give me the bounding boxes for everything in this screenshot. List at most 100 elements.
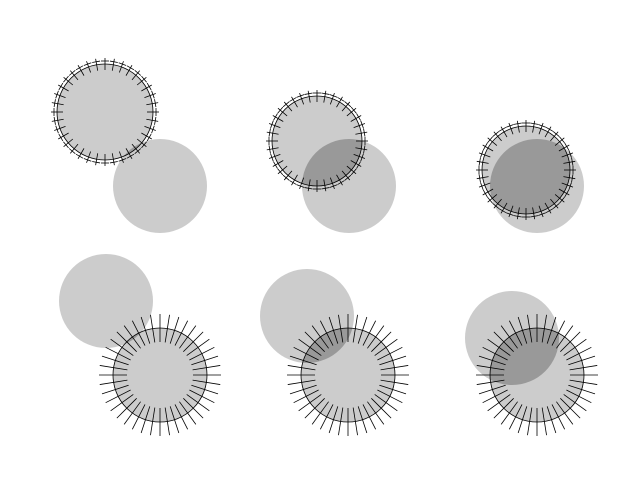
normal-tick	[186, 394, 210, 412]
normal-tick	[287, 365, 316, 371]
normal-tick	[125, 148, 133, 159]
normal-tick	[51, 102, 64, 106]
tangent-tick	[568, 182, 572, 190]
tangent-tick	[268, 128, 271, 137]
normal-tick	[99, 379, 128, 385]
normal-tick	[558, 144, 570, 152]
normal-tick	[51, 118, 64, 122]
tangent-tick	[146, 82, 152, 91]
tangent-tick	[498, 126, 507, 132]
normal-tick	[99, 365, 128, 371]
normal-tick	[566, 346, 592, 361]
normal-tick	[289, 355, 317, 366]
tangent-tick	[559, 196, 565, 204]
tangent-tick	[552, 131, 560, 137]
normal-tick	[482, 389, 508, 404]
normal-tick	[527, 407, 533, 436]
normal-tick	[482, 144, 494, 152]
normal-tick	[183, 331, 204, 352]
normal-tick	[277, 107, 288, 117]
tangent-tick	[63, 75, 69, 83]
normal-tick	[476, 160, 489, 164]
normal-tick	[287, 379, 316, 385]
normal-tick	[558, 188, 570, 196]
normal-tick	[329, 177, 335, 190]
normal-tick	[482, 346, 508, 361]
normal-tick	[311, 325, 329, 349]
normal-tick	[561, 152, 574, 158]
tangent-tick	[321, 92, 330, 95]
normal-tick	[298, 338, 322, 356]
normal-tick	[516, 207, 520, 220]
normal-tick	[116, 331, 137, 352]
normal-tick	[164, 314, 170, 343]
tangent-tick	[571, 174, 574, 183]
normal-tick	[328, 316, 339, 344]
normal-tick	[532, 207, 536, 220]
panel-top-middle	[266, 90, 396, 233]
normal-tick	[192, 365, 221, 371]
normal-tick	[191, 384, 219, 395]
normal-tick	[141, 132, 152, 140]
tangent-tick	[482, 189, 488, 198]
tangent-tick	[126, 65, 135, 71]
normal-tick	[367, 401, 385, 425]
tangent-tick	[75, 65, 84, 71]
normal-tick	[568, 355, 596, 366]
normal-tick	[140, 406, 151, 434]
normal-tick	[380, 379, 409, 385]
tangent-tick	[154, 116, 157, 125]
tangent-tick	[571, 157, 574, 166]
tangent-tick	[109, 161, 118, 164]
normal-tick	[131, 404, 146, 430]
normal-tick	[508, 122, 514, 135]
normal-tick	[355, 131, 368, 135]
normal-tick	[517, 316, 528, 344]
tangent-tick	[344, 101, 352, 108]
normal-tick	[541, 407, 547, 436]
normal-tick	[353, 123, 366, 129]
normal-tick	[566, 389, 592, 404]
normal-tick	[183, 398, 204, 419]
normal-tick	[527, 314, 533, 343]
tangent-tick	[482, 142, 488, 151]
normal-tick	[500, 202, 508, 214]
normal-tick	[329, 92, 335, 105]
normal-tick	[86, 151, 92, 163]
tangent-tick	[68, 70, 76, 76]
normal-tick	[374, 394, 398, 412]
tangent-tick	[545, 126, 554, 132]
normal-tick	[476, 379, 505, 385]
panel-bottom-left	[59, 254, 221, 436]
tangent-tick	[487, 196, 493, 204]
normal-tick	[266, 131, 279, 135]
panel-bottom-right	[465, 291, 598, 436]
normal-tick	[174, 404, 189, 430]
normal-tick	[328, 406, 339, 434]
normal-tick	[350, 160, 362, 167]
normal-tick	[563, 338, 587, 356]
normal-tick	[487, 137, 498, 146]
normal-tick	[86, 61, 92, 73]
tangent-tick	[360, 120, 364, 129]
normal-tick	[63, 76, 74, 86]
normal-tick	[58, 132, 69, 140]
tangent-tick	[344, 174, 352, 181]
tangent-tick	[337, 97, 345, 102]
normal-tick	[304, 398, 325, 419]
normal-tick	[77, 148, 85, 159]
normal-tick	[299, 177, 305, 190]
tangent-tick	[151, 125, 155, 134]
normal-tick	[544, 202, 552, 214]
normal-tick	[341, 170, 351, 181]
normal-tick	[476, 365, 505, 371]
tangent-tick	[134, 148, 142, 154]
normal-tick	[140, 316, 151, 344]
normal-tick	[54, 93, 66, 99]
normal-tick	[377, 389, 403, 404]
tangent-tick	[513, 122, 522, 125]
normal-tick	[551, 320, 566, 346]
normal-tick	[191, 355, 219, 366]
normal-tick	[561, 182, 574, 188]
normal-tick	[268, 123, 281, 129]
